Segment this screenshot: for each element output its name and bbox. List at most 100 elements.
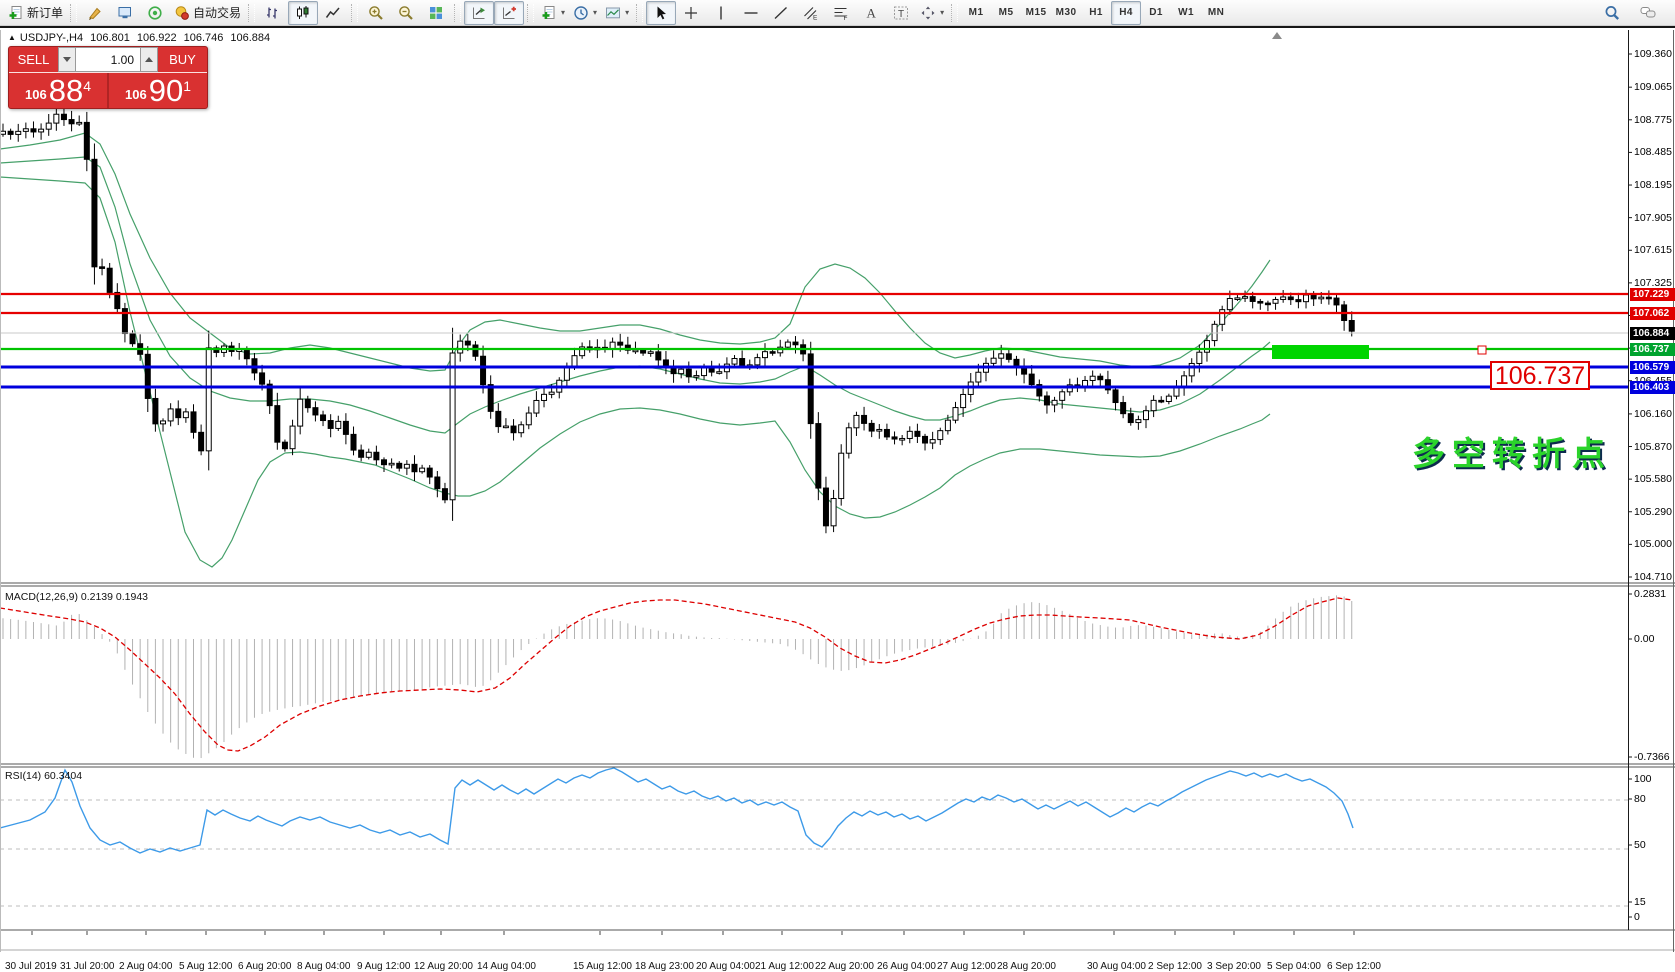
toolbar-btn-tf-M30[interactable]: M30 [1051, 1, 1081, 25]
chart-window[interactable]: ▲ USDJPY-,H4 106.801 106.922 106.746 106.884 … [0, 26, 1675, 972]
toolbar-label: 自动交易 [193, 6, 242, 20]
dropdown-arrow-icon[interactable]: ▾ [625, 8, 630, 17]
time-label: 5 Aug 12:00 [179, 961, 233, 972]
toolbar-btn-tf-H4[interactable]: H4 [1111, 0, 1142, 25]
buy-price[interactable]: 106 90 1 [109, 73, 207, 108]
toolbar-btn-search[interactable] [1597, 1, 1627, 25]
macd-axis-value: 0.00 [1634, 633, 1655, 645]
toolbar-btn-text-tool[interactable]: A [856, 1, 886, 25]
price-tick: 106.160 [1634, 407, 1672, 420]
price-tick: 108.195 [1634, 179, 1672, 192]
macd-indicator-label: MACD(12,26,9) 0.2139 0.1943 [5, 591, 149, 603]
dropdown-arrow-icon[interactable]: ▾ [940, 8, 945, 17]
toolbar: 新订单 自动交易 ▾ ▾ ▾ E F A T ▾ M1 M5 M15 M30 H1 H4 D1 W1 MN [0, 0, 1675, 26]
buy-price-pip: 1 [183, 78, 191, 94]
timeframe-label: M15 [1025, 7, 1047, 18]
quote-open: 106.801 [90, 32, 130, 44]
price-tick: 107.615 [1634, 244, 1672, 257]
volume-input[interactable]: 1.00 [76, 47, 140, 72]
toolbar-btn-fibonacci-tool[interactable]: F [826, 1, 856, 25]
toolbar-btn-new-chart[interactable]: ▾ [537, 1, 569, 25]
dropdown-arrow-icon[interactable]: ▾ [593, 8, 598, 17]
toolbar-btn-crosshair-tool[interactable] [676, 1, 706, 25]
toolbar-btn-market-depth[interactable] [110, 1, 140, 25]
toolbar-btn-vline-tool[interactable] [706, 1, 736, 25]
one-click-trading-panel: SELL 1.00 BUY 106 88 4 106 90 1 [8, 46, 208, 109]
toolbar-btn-chat[interactable] [1633, 1, 1663, 25]
shapes-tool-icon [920, 5, 936, 21]
price-label-pivot: 106.737 [1630, 342, 1675, 356]
buy-button[interactable]: BUY [169, 52, 196, 67]
line-chart-mode-icon [325, 5, 341, 21]
timeframe-label: H1 [1089, 7, 1103, 18]
sell-price[interactable]: 106 88 4 [9, 73, 107, 108]
toolbar-btn-tf-W1[interactable]: W1 [1171, 1, 1201, 25]
toolbar-btn-tile-windows[interactable] [421, 1, 451, 25]
toolbar-btn-zoom-out[interactable] [391, 1, 421, 25]
time-label: 2 Sep 12:00 [1148, 961, 1202, 972]
hline-tool-icon [743, 5, 759, 21]
text-tool-icon: A [863, 5, 879, 21]
toolbar-btn-trendline-tool[interactable] [766, 1, 796, 25]
toolbar-btn-period-presets[interactable]: ▾ [569, 1, 601, 25]
volume-decrease-button[interactable] [58, 47, 76, 72]
horizontal-level-lines [0, 292, 1628, 389]
toolbar-group [361, 0, 451, 26]
time-label: 6 Sep 12:00 [1327, 961, 1381, 972]
quote-low: 106.746 [183, 32, 224, 44]
toolbar-btn-cursor-tool[interactable] [646, 0, 677, 25]
toolbar-btn-channel-tool[interactable]: E [796, 1, 826, 25]
toolbar-btn-shapes-tool[interactable]: ▾ [916, 1, 948, 25]
svg-text:T: T [898, 9, 904, 20]
toolbar-btn-bar-chart-mode[interactable] [258, 1, 288, 25]
toolbar-separator [248, 3, 256, 22]
auto-scroll-icon [501, 5, 517, 21]
collapse-panel-icon[interactable]: ▲ [8, 33, 16, 42]
toolbar-btn-chart-template[interactable]: ▾ [601, 1, 633, 25]
time-label: 9 Aug 12:00 [357, 961, 411, 972]
period-presets-icon [573, 5, 589, 21]
toolbar-group: 自动交易 [80, 0, 245, 26]
toolbar-btn-chart-shift[interactable] [464, 0, 495, 25]
toolbar-btn-tf-M5[interactable]: M5 [991, 1, 1021, 25]
chart-annotations [1272, 32, 1487, 359]
quote-high: 106.922 [136, 32, 177, 44]
auto-trading-icon [174, 5, 190, 21]
dropdown-arrow-icon[interactable]: ▾ [561, 8, 566, 17]
sell-button[interactable]: SELL [17, 52, 50, 67]
price-label-resistance: 107.229 [1630, 287, 1675, 301]
pivot-note-text[interactable]: 多空转折点 [1412, 435, 1612, 472]
pane-borders [0, 30, 1675, 952]
toolbar-label: 新订单 [27, 6, 64, 20]
volume-increase-button[interactable] [140, 47, 158, 72]
chart-canvas[interactable] [0, 28, 1675, 953]
toolbar-btn-hline-tool[interactable] [736, 1, 766, 25]
time-label: 30 Jul 2019 [5, 961, 57, 972]
time-label: 6 Aug 20:00 [238, 961, 292, 972]
price-label-support: 106.579 [1630, 360, 1675, 374]
toolbar-btn-tf-M1[interactable]: M1 [961, 1, 991, 25]
spinner-down-icon [63, 57, 71, 62]
toolbar-btn-auto-scroll[interactable] [494, 0, 525, 25]
toolbar-separator [454, 3, 462, 22]
toolbar-btn-label-tool[interactable]: T [886, 1, 916, 25]
price-tick: 105.580 [1634, 473, 1672, 486]
toolbar-btn-marker-pen[interactable] [80, 1, 110, 25]
price-tick: 109.065 [1634, 81, 1672, 94]
toolbar-btn-new-order[interactable]: 新订单 [4, 1, 67, 25]
toolbar-btn-tf-MN[interactable]: MN [1201, 1, 1231, 25]
toolbar-btn-line-chart-mode[interactable] [318, 1, 348, 25]
rsi-axis-value: 80 [1634, 793, 1646, 805]
toolbar-group: M1 M5 M15 M30 H1 H4 D1 W1 MN [961, 0, 1231, 26]
toolbar-btn-auto-trading[interactable]: 自动交易 [170, 1, 245, 25]
toolbar-btn-tf-H1[interactable]: H1 [1081, 1, 1111, 25]
toolbar-btn-tf-D1[interactable]: D1 [1141, 1, 1171, 25]
chart-template-icon [605, 5, 621, 21]
chart-shift-icon [471, 5, 487, 21]
price-callout-box[interactable]: 106.737 [1490, 361, 1590, 390]
toolbar-btn-candlestick-mode[interactable] [288, 0, 319, 25]
price-tick: 109.360 [1634, 48, 1672, 60]
toolbar-btn-zoom-in[interactable] [361, 1, 391, 25]
toolbar-btn-tf-M15[interactable]: M15 [1021, 1, 1051, 25]
toolbar-btn-signals[interactable] [140, 1, 170, 25]
